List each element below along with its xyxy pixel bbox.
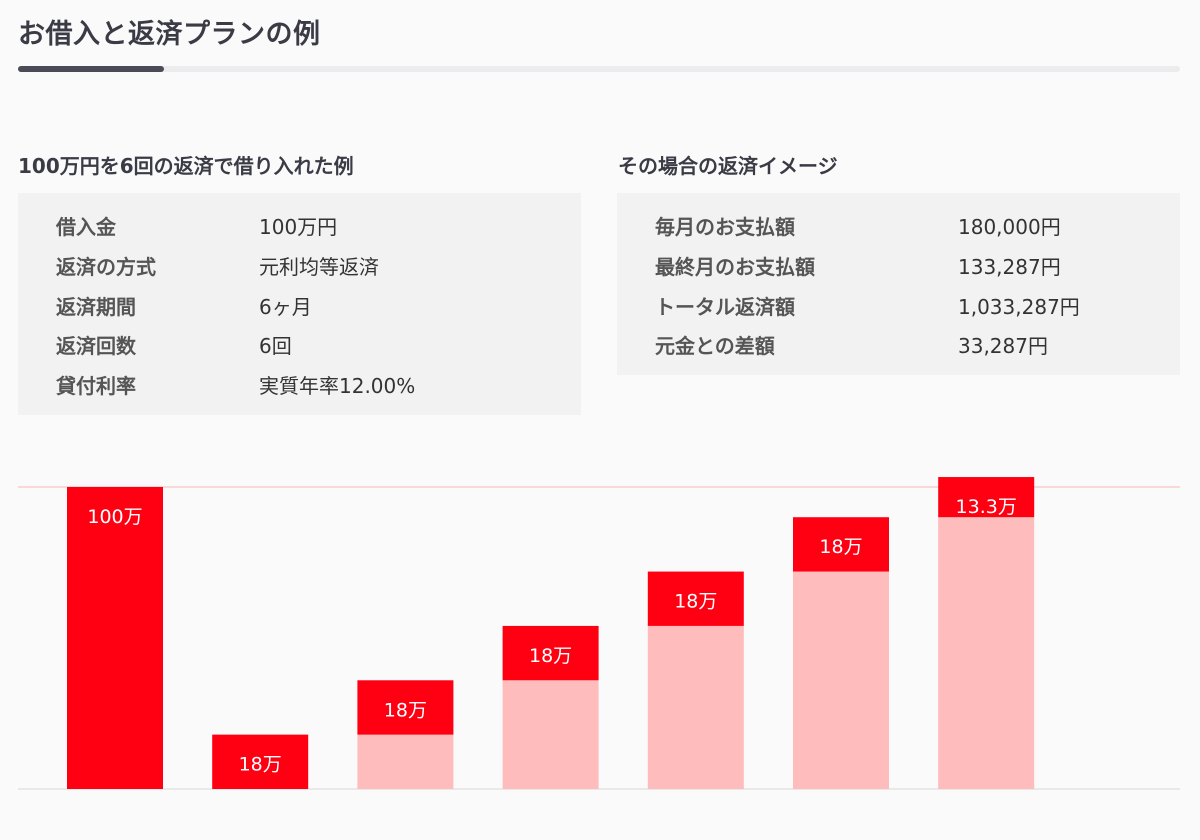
bar-label: 100万 xyxy=(87,506,142,528)
page-title: お借入と返済プランの例 xyxy=(18,19,321,50)
bar-label: 18万 xyxy=(819,536,862,558)
info-key: 返済の方式 xyxy=(56,255,156,279)
info-value: 実質年率12.00% xyxy=(259,374,416,398)
payment-bar xyxy=(647,571,744,626)
info-row: 返済期間 6ヶ月 xyxy=(56,287,576,327)
info-row: 返済回数 6回 xyxy=(56,326,576,366)
info-row: 返済の方式 元利均等返済 xyxy=(56,247,576,287)
info-key: 毎月のお支払額 xyxy=(655,215,795,239)
info-key: トータル返済額 xyxy=(655,295,795,319)
info-value: 33,287円 xyxy=(958,334,1048,358)
bar-label: 18万 xyxy=(384,699,427,721)
info-value: 6回 xyxy=(259,334,292,358)
cumulative-bar xyxy=(647,625,744,789)
payment-bar xyxy=(212,734,309,789)
repayment-image-heading: その場合の返済イメージ xyxy=(618,154,838,178)
info-value: 180,000円 xyxy=(958,215,1061,239)
title-underline-accent xyxy=(18,66,164,72)
bar-label: 13.3万 xyxy=(956,496,1017,518)
payment-bar xyxy=(793,517,889,572)
info-row: 元金との差額 33,287円 xyxy=(655,326,1175,366)
bar-label: 18万 xyxy=(674,591,717,613)
info-value: 1,033,287円 xyxy=(958,295,1080,319)
info-value: 100万円 xyxy=(259,215,338,239)
info-key: 借入金 xyxy=(56,215,116,239)
title-underline xyxy=(18,66,1180,72)
payment-bar xyxy=(502,625,599,681)
loan-bar xyxy=(67,487,163,789)
cumulative-bar xyxy=(502,680,599,789)
repayment-chart: 100万 18万 18万 18万 18万 18万 13.3万 xyxy=(18,477,1180,790)
loan-example-heading: 100万円を6回の返済で借り入れた例 xyxy=(18,154,354,178)
info-row: 借入金 100万円 xyxy=(56,207,576,247)
info-value: 133,287円 xyxy=(958,255,1061,279)
cumulative-bar xyxy=(938,517,1035,789)
info-value: 元利均等返済 xyxy=(259,255,379,279)
info-key: 返済回数 xyxy=(56,334,136,358)
loan-example-box: 借入金 100万円 返済の方式 元利均等返済 返済期間 6ヶ月 返済回数 6回 … xyxy=(18,193,581,415)
info-row: 最終月のお支払額 133,287円 xyxy=(655,247,1175,287)
info-key: 返済期間 xyxy=(56,295,136,319)
info-value: 6ヶ月 xyxy=(259,295,312,319)
bar-label: 18万 xyxy=(529,645,572,667)
cumulative-bar xyxy=(357,734,454,789)
info-row: トータル返済額 1,033,287円 xyxy=(655,287,1175,327)
cumulative-bar xyxy=(793,571,889,789)
info-key: 最終月のお支払額 xyxy=(655,255,815,279)
payment-bar xyxy=(357,680,454,735)
info-key: 貸付利率 xyxy=(56,374,136,398)
info-key: 元金との差額 xyxy=(655,334,775,358)
bar-label: 18万 xyxy=(239,754,282,776)
info-row: 貸付利率 実質年率12.00% xyxy=(56,366,576,406)
repayment-image-box: 毎月のお支払額 180,000円 最終月のお支払額 133,287円 トータル返… xyxy=(617,193,1180,375)
payment-bar xyxy=(938,477,1035,518)
info-row: 毎月のお支払額 180,000円 xyxy=(655,207,1175,247)
